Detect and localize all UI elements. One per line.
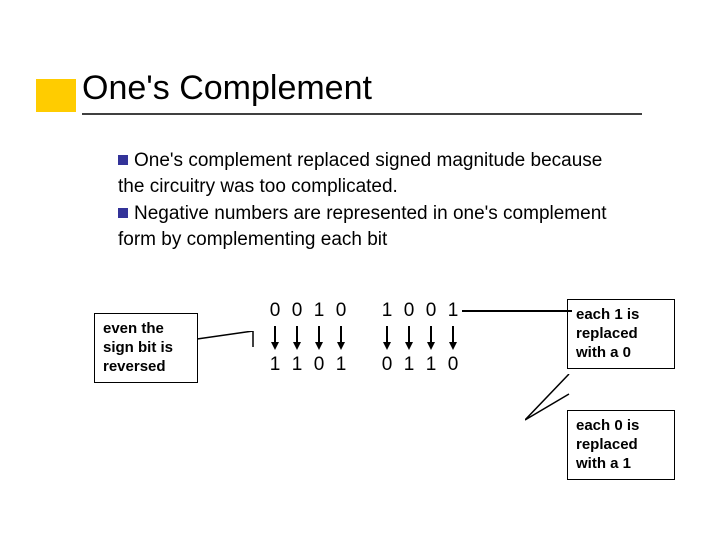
bit: 1 <box>420 354 442 376</box>
paragraph-1-text: One's complement replaced signed magnitu… <box>118 150 602 197</box>
arrow-down-icon <box>448 326 458 350</box>
bit: 0 <box>286 300 308 322</box>
arrow-down-icon <box>336 326 346 350</box>
bits-left-top-row: 0 0 1 0 <box>264 300 352 322</box>
connector-right-top <box>462 306 572 316</box>
bullet-icon <box>118 208 128 218</box>
bit: 1 <box>286 354 308 376</box>
slide-title: One's Complement <box>82 69 372 108</box>
bit: 0 <box>376 354 398 376</box>
callout-sign-bit-text: even the sign bit is reversed <box>103 320 173 375</box>
paragraph-1: One's complement replaced signed magnitu… <box>118 148 628 199</box>
callout-zeros-to-ones-text: each 0 is replaced with a 1 <box>576 417 639 472</box>
bit: 1 <box>330 354 352 376</box>
bit: 0 <box>308 354 330 376</box>
bit: 0 <box>420 300 442 322</box>
title-accent <box>36 79 76 112</box>
title-underline <box>82 113 642 115</box>
arrow-down-icon <box>382 326 392 350</box>
bullet-icon <box>118 155 128 165</box>
bit: 0 <box>398 300 420 322</box>
arrow-down-icon <box>270 326 280 350</box>
bit: 1 <box>398 354 420 376</box>
bits-group-left: 0 0 1 0 1 1 0 1 <box>264 300 352 376</box>
arrow-down-icon <box>292 326 302 350</box>
arrow-row-left <box>264 326 352 350</box>
callout-tail-bottom <box>525 374 585 434</box>
arrow-down-icon <box>426 326 436 350</box>
body-text: One's complement replaced signed magnitu… <box>118 148 628 255</box>
bits-right-top-row: 1 0 0 1 <box>376 300 464 322</box>
bit: 1 <box>264 354 286 376</box>
bit: 0 <box>264 300 286 322</box>
bit: 1 <box>376 300 398 322</box>
bits-group-right: 1 0 0 1 0 1 1 0 <box>376 300 464 376</box>
arrow-down-icon <box>404 326 414 350</box>
bits-left-bottom-row: 1 1 0 1 <box>264 354 352 376</box>
bit: 1 <box>442 300 464 322</box>
bit: 0 <box>442 354 464 376</box>
arrow-row-right <box>376 326 464 350</box>
arrow-down-icon <box>314 326 324 350</box>
paragraph-2-text: Negative numbers are represented in one'… <box>118 203 607 250</box>
callout-ones-to-zeros-text: each 1 is replaced with a 0 <box>576 306 639 361</box>
paragraph-2: Negative numbers are represented in one'… <box>118 201 628 252</box>
callout-ones-to-zeros: each 1 is replaced with a 0 <box>567 299 675 369</box>
bits-right-bottom-row: 0 1 1 0 <box>376 354 464 376</box>
bit: 1 <box>308 300 330 322</box>
bit: 0 <box>330 300 352 322</box>
callout-sign-bit: even the sign bit is reversed <box>94 313 198 383</box>
